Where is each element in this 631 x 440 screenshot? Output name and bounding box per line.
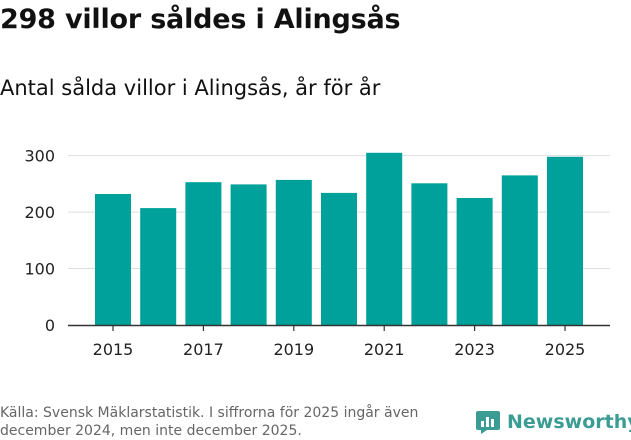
bar-2016 [140,208,177,325]
x-tick-label: 2019 [273,340,314,359]
x-tick-label: 2015 [93,340,134,359]
x-tick-label: 2025 [545,340,586,359]
newsworthy-logo-text: Newsworthy [507,411,631,433]
x-tick-label: 2023 [454,340,495,359]
y-tick-label: 0 [45,316,55,335]
newsworthy-logo-icon [476,411,500,434]
bar-2021 [366,152,403,325]
bar-2017 [185,182,222,325]
bar-2022 [411,183,448,325]
bar-chart: 0 100 200 300 2015 2017 2019 2021 2023 2025 [24,147,610,359]
chart-subtitle: Antal sålda villor i Alingsås, år för år [0,76,381,100]
y-tick-label: 200 [24,203,55,222]
bar-2018 [230,184,267,325]
source-caption: Källa: Svensk Mäklarstatistik. I siffror… [0,405,419,439]
chart-title: 298 villor såldes i Alingsås [0,4,401,35]
x-tick-label: 2017 [183,340,224,359]
y-tick-label: 300 [24,147,55,166]
y-tick-label: 100 [24,260,55,279]
bar-2020 [321,192,357,325]
bar-2015 [95,194,131,325]
bar-2025 [547,156,583,325]
bar-2024 [501,175,538,325]
bar-2019 [275,179,312,325]
newsworthy-logo: Newsworthy [475,409,631,435]
x-tick-label: 2021 [364,340,405,359]
bar-2023 [456,198,493,325]
